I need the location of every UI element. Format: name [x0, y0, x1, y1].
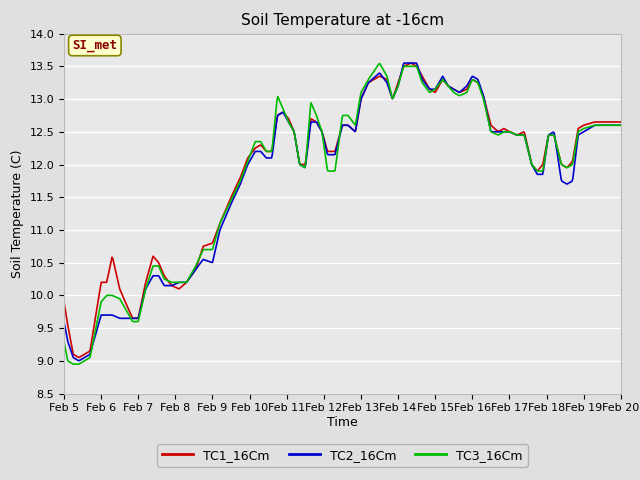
Legend: TC1_16Cm, TC2_16Cm, TC3_16Cm: TC1_16Cm, TC2_16Cm, TC3_16Cm — [157, 444, 528, 467]
TC2_16Cm — [70, 355, 78, 361]
TC3_16Cm — [71, 361, 79, 367]
TC3_16Cm — [375, 60, 383, 66]
TC2_16Cm — [617, 122, 625, 128]
TC1_16Cm — [60, 299, 68, 305]
TC2_16Cm — [428, 86, 436, 92]
TC3_16Cm — [412, 63, 419, 69]
TC2_16Cm — [214, 235, 222, 241]
Text: SI_met: SI_met — [72, 39, 117, 52]
Line: TC2_16Cm: TC2_16Cm — [64, 63, 621, 361]
TC3_16Cm — [214, 227, 222, 233]
TC3_16Cm — [185, 276, 193, 281]
TC3_16Cm — [70, 361, 77, 367]
TC3_16Cm — [617, 122, 625, 128]
TC1_16Cm — [70, 352, 78, 358]
TC2_16Cm — [128, 315, 136, 321]
TC1_16Cm — [428, 88, 436, 94]
TC3_16Cm — [60, 338, 68, 344]
TC3_16Cm — [428, 88, 436, 94]
X-axis label: Time: Time — [327, 416, 358, 429]
TC3_16Cm — [128, 318, 136, 324]
TC2_16Cm — [412, 60, 419, 66]
TC1_16Cm — [617, 119, 625, 125]
TC2_16Cm — [60, 319, 68, 324]
TC1_16Cm — [214, 225, 222, 231]
TC1_16Cm — [128, 314, 136, 320]
TC2_16Cm — [185, 276, 193, 282]
Title: Soil Temperature at -16cm: Soil Temperature at -16cm — [241, 13, 444, 28]
TC1_16Cm — [412, 63, 419, 69]
TC1_16Cm — [407, 60, 415, 66]
Line: TC3_16Cm: TC3_16Cm — [64, 63, 621, 364]
TC1_16Cm — [185, 276, 193, 282]
TC2_16Cm — [400, 60, 408, 66]
TC1_16Cm — [75, 355, 83, 360]
Line: TC1_16Cm: TC1_16Cm — [64, 63, 621, 358]
Y-axis label: Soil Temperature (C): Soil Temperature (C) — [11, 149, 24, 278]
TC2_16Cm — [75, 358, 83, 364]
